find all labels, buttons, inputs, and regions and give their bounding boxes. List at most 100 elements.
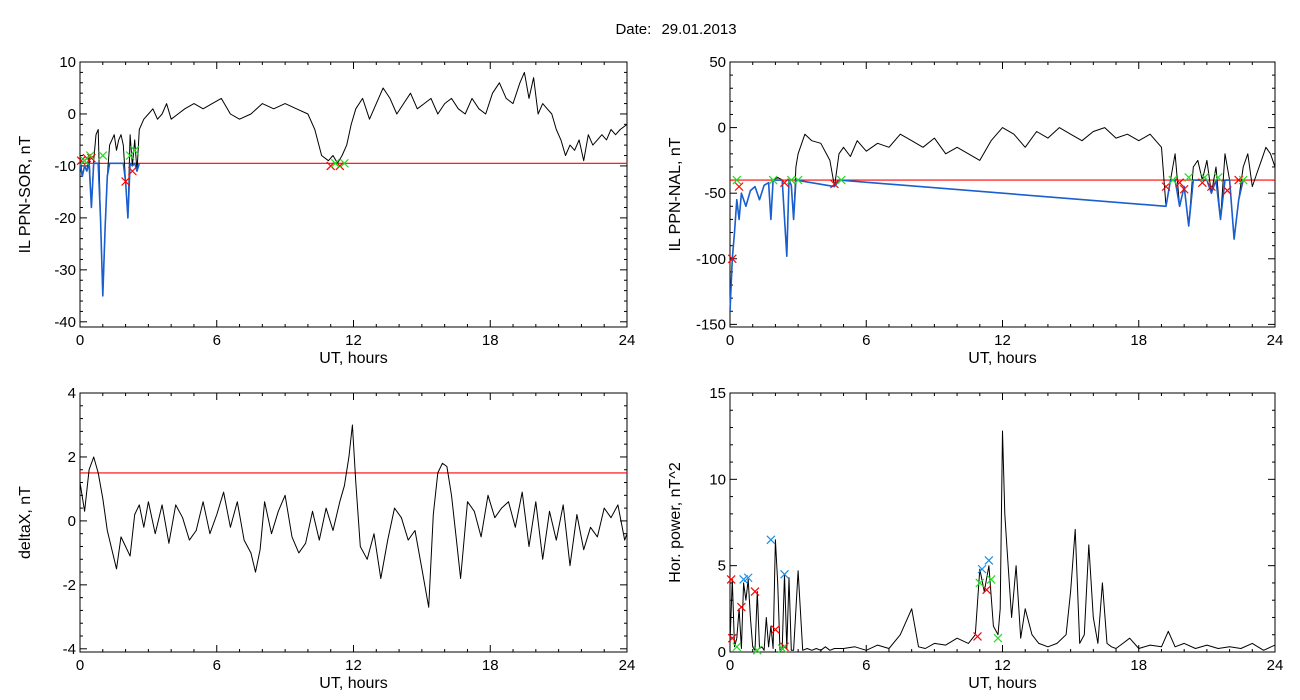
marker-start <box>750 587 760 596</box>
x-tick-label: 18 <box>1130 332 1147 349</box>
marker-peak <box>743 573 753 583</box>
y-tick-label: 5 <box>718 558 726 575</box>
marker-end <box>1200 173 1210 182</box>
y-tick-label: -20 <box>54 210 76 227</box>
y-tick-label: 4 <box>68 385 76 402</box>
marker-start <box>1206 182 1216 192</box>
marker-end <box>836 175 846 185</box>
marker-end <box>777 644 787 653</box>
y-axis-label: IL PPN-SOR, nT <box>17 135 34 253</box>
x-tick-label: 12 <box>994 332 1011 349</box>
marker-start <box>727 633 737 643</box>
x-tick-label: 18 <box>482 332 499 349</box>
marker-start <box>1222 186 1232 195</box>
panel-ppn-nal: 0 6 12 18 24 -150 -100 -50 0 50 UT, hours IL PPN-NA… <box>667 54 1283 367</box>
marker-start <box>1197 178 1207 188</box>
x-axis-label: UT, hours <box>968 675 1036 692</box>
x-tick-label: 0 <box>76 657 84 674</box>
figure-date: 29.01.2013 <box>661 21 736 38</box>
figure-title: Date: 29.01.2013 <box>615 21 736 38</box>
x-axis-label: UT, hours <box>968 350 1036 367</box>
marker-start <box>1161 182 1171 192</box>
y-tick-label: -10 <box>54 158 76 175</box>
marker-start <box>1179 184 1189 194</box>
x-axis-label: UT, hours <box>319 350 387 367</box>
x-tick-label: 24 <box>1267 657 1284 674</box>
figure-title-prefix: Date: <box>615 21 651 38</box>
marker-peak <box>766 535 776 545</box>
x-tick-label: 12 <box>345 332 362 349</box>
x-tick-label: 6 <box>213 332 221 349</box>
y-tick-label: 0 <box>68 106 76 123</box>
y-tick-label: 10 <box>59 54 76 71</box>
marker-end <box>330 158 340 168</box>
y-tick-label: 2 <box>68 449 76 466</box>
marker-end <box>752 645 762 655</box>
marker-end <box>793 175 803 185</box>
marker-start <box>326 161 336 171</box>
series-line-signal <box>79 71 628 297</box>
series-line-highlight <box>79 162 141 297</box>
marker-end <box>1213 173 1223 182</box>
marker-end <box>1168 175 1178 185</box>
y-tick-label: -30 <box>54 262 76 279</box>
y-tick-label: -150 <box>696 316 726 333</box>
x-tick-label: 12 <box>994 657 1011 674</box>
marker-end <box>98 151 108 160</box>
x-tick-label: 0 <box>726 657 734 674</box>
series-line-signal <box>729 430 1276 651</box>
x-tick-label: 6 <box>862 657 870 674</box>
marker-start <box>830 179 839 189</box>
marker-end <box>975 578 985 588</box>
x-tick-label: 24 <box>619 332 636 349</box>
marker-start <box>727 254 737 264</box>
marker-end <box>993 633 1003 643</box>
marker-peak <box>780 569 789 579</box>
marker-start <box>734 182 744 192</box>
marker-start <box>1175 178 1185 188</box>
plot-frame <box>79 61 628 328</box>
marker-start <box>127 166 137 176</box>
x-tick-label: 24 <box>1267 332 1284 349</box>
y-tick-label: 0 <box>68 513 76 530</box>
marker-end <box>786 175 796 185</box>
marker-end <box>732 642 742 652</box>
panel-ppn-sor: 0 6 12 18 24 -40 -30 -20 -10 0 10 UT, hours IL PPN-S… <box>17 54 635 367</box>
x-tick-label: 18 <box>1130 657 1147 674</box>
marker-start <box>335 161 345 171</box>
marker-end <box>1184 173 1194 182</box>
marker-peak <box>739 575 749 584</box>
marker-end <box>339 158 349 168</box>
y-tick-label: -50 <box>704 185 726 202</box>
x-tick-label: 6 <box>213 657 221 674</box>
marker-end <box>732 175 742 185</box>
y-tick-label: 15 <box>709 385 726 402</box>
marker-end <box>130 145 140 155</box>
marker-start <box>726 575 736 584</box>
y-tick-label: -100 <box>696 251 726 268</box>
x-tick-label: 12 <box>345 657 362 674</box>
series-line-signal <box>729 127 1276 312</box>
series-line-highlight <box>729 179 1244 312</box>
x-tick-label: 18 <box>482 657 499 674</box>
plot-frame <box>729 61 1276 328</box>
y-axis-label: deltaX, nT <box>17 486 34 559</box>
marker-start <box>973 632 982 641</box>
y-tick-label: -40 <box>54 314 76 331</box>
plot-frame <box>79 392 628 653</box>
y-tick-label: 0 <box>718 644 726 661</box>
y-axis-label: IL PPN-NAL, nT <box>667 137 684 251</box>
marker-end <box>986 575 996 584</box>
marker-peak <box>977 564 987 574</box>
series-line-signal <box>79 424 628 608</box>
y-tick-label: 0 <box>718 120 726 137</box>
y-axis-label: Hor. power, nT^2 <box>667 462 684 583</box>
x-axis-label: UT, hours <box>319 675 387 692</box>
x-tick-label: 0 <box>726 332 734 349</box>
marker-peak <box>984 556 994 565</box>
x-tick-label: 24 <box>619 657 636 674</box>
x-tick-label: 0 <box>76 332 84 349</box>
x-tick-label: 6 <box>862 332 870 349</box>
